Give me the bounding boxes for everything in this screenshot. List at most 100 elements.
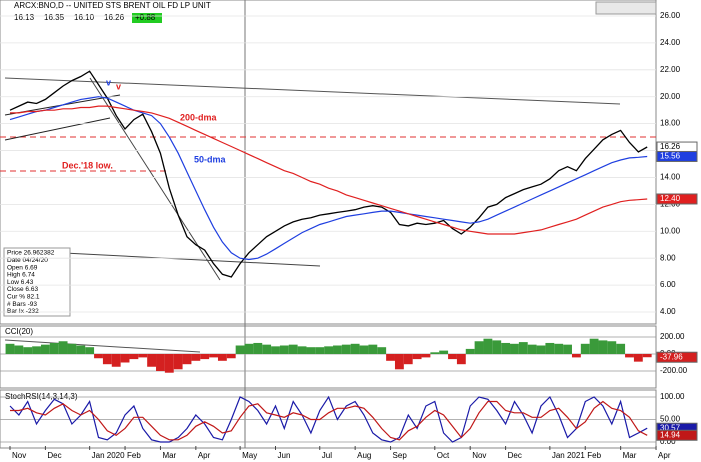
bar <box>120 354 130 363</box>
price-panel <box>0 0 657 325</box>
bar <box>598 340 608 354</box>
annotation: v <box>106 77 111 87</box>
x-tick-label: Mar <box>623 451 637 460</box>
bar <box>40 344 50 354</box>
cci-trend-line <box>4 339 201 353</box>
quote-low: 16.10 <box>74 13 95 22</box>
info-line: Close 6.63 <box>7 286 38 293</box>
bar <box>244 343 254 354</box>
bar <box>288 344 298 354</box>
y-tick-label: 10.00 <box>660 226 681 235</box>
bar <box>147 354 157 367</box>
bar <box>412 354 422 360</box>
y-tick-label: 20.00 <box>660 92 681 101</box>
bar <box>23 347 33 354</box>
bar <box>85 347 95 354</box>
series-line <box>10 400 648 441</box>
bar <box>430 352 440 354</box>
y-tick-label: 6.00 <box>660 280 676 289</box>
bar <box>182 354 192 365</box>
value-tag-label: 12.40 <box>660 194 681 203</box>
series-line <box>10 105 648 235</box>
bar <box>439 350 449 354</box>
y-tick-label: 8.00 <box>660 253 676 262</box>
bar <box>563 344 572 354</box>
bar <box>306 347 316 354</box>
bar <box>642 354 652 358</box>
y-tick-label: 26.00 <box>660 11 681 20</box>
x-tick-label: Nov <box>472 451 486 460</box>
annotation: Dec.'18 low. <box>62 160 113 170</box>
value-tag-label: 16.26 <box>660 142 681 151</box>
value-tag-label: -37.96 <box>660 352 683 361</box>
toolbar[interactable] <box>595 1 657 15</box>
bar <box>510 343 519 354</box>
info-line: High 6.74 <box>7 272 35 279</box>
bar <box>403 354 413 365</box>
value-tag <box>656 193 698 205</box>
x-tick-label: Feb <box>127 451 141 460</box>
bar <box>368 344 378 354</box>
bar <box>102 354 112 365</box>
bar <box>607 341 617 354</box>
quote-close: 16.26 <box>104 13 125 22</box>
x-tick-label: Apr <box>658 451 671 460</box>
x-tick-label: Sep <box>393 451 408 460</box>
bar <box>571 354 581 358</box>
bar <box>501 342 511 354</box>
bar <box>315 347 325 354</box>
bar <box>173 354 183 370</box>
bar <box>200 354 210 360</box>
bar <box>94 354 103 359</box>
x-tick-label: Jul <box>322 451 332 460</box>
bar <box>448 354 457 360</box>
bar <box>518 342 528 354</box>
bar <box>14 345 24 354</box>
bar <box>341 344 351 354</box>
bar <box>138 354 148 358</box>
value-tag-label: 30.57 <box>660 423 681 432</box>
symbol: ARCX:BNO,D -- UNITED STS BRENT OIL FD LP… <box>14 1 211 10</box>
info-line: Low 6.43 <box>7 279 34 286</box>
bar <box>483 338 493 354</box>
x-tick-label: Oct <box>437 451 450 460</box>
bar <box>226 354 236 359</box>
bar <box>421 354 431 358</box>
change-box <box>132 13 162 23</box>
value-tag <box>656 429 698 441</box>
info-line: Date 04/24/20 <box>7 257 48 264</box>
bar <box>333 345 342 354</box>
value-tag-label: 14.94 <box>660 430 681 439</box>
bar <box>492 340 502 354</box>
series-line <box>9 70 648 278</box>
y-tick-label: 100.00 <box>660 392 685 401</box>
bar <box>253 342 263 354</box>
bar <box>209 354 218 358</box>
x-tick-label: Jan 2021 <box>552 451 585 460</box>
y-tick-label: -200.00 <box>660 366 688 375</box>
bar <box>5 343 15 354</box>
bar <box>350 343 360 354</box>
trend-line <box>4 117 111 141</box>
series-line <box>9 395 648 443</box>
value-tag <box>656 150 698 162</box>
x-tick-label: Nov <box>12 451 26 460</box>
bar <box>580 343 590 354</box>
y-tick-label: 14.00 <box>660 173 681 182</box>
bar <box>217 354 227 361</box>
y-tick-label: 18.00 <box>660 119 681 128</box>
annotation: 200-dma <box>180 112 218 122</box>
x-tick-label: Feb <box>587 451 601 460</box>
x-tick-label: Jan 2020 <box>92 451 125 460</box>
bar <box>324 346 334 354</box>
bar <box>377 347 387 354</box>
bar <box>616 343 626 354</box>
bar <box>633 354 643 362</box>
bar <box>49 342 59 354</box>
bar <box>297 346 307 354</box>
stoch-panel <box>0 389 657 449</box>
bar <box>111 354 121 367</box>
info-line: Price 26.962382 <box>7 250 55 257</box>
quote-open: 16.13 <box>14 13 35 22</box>
